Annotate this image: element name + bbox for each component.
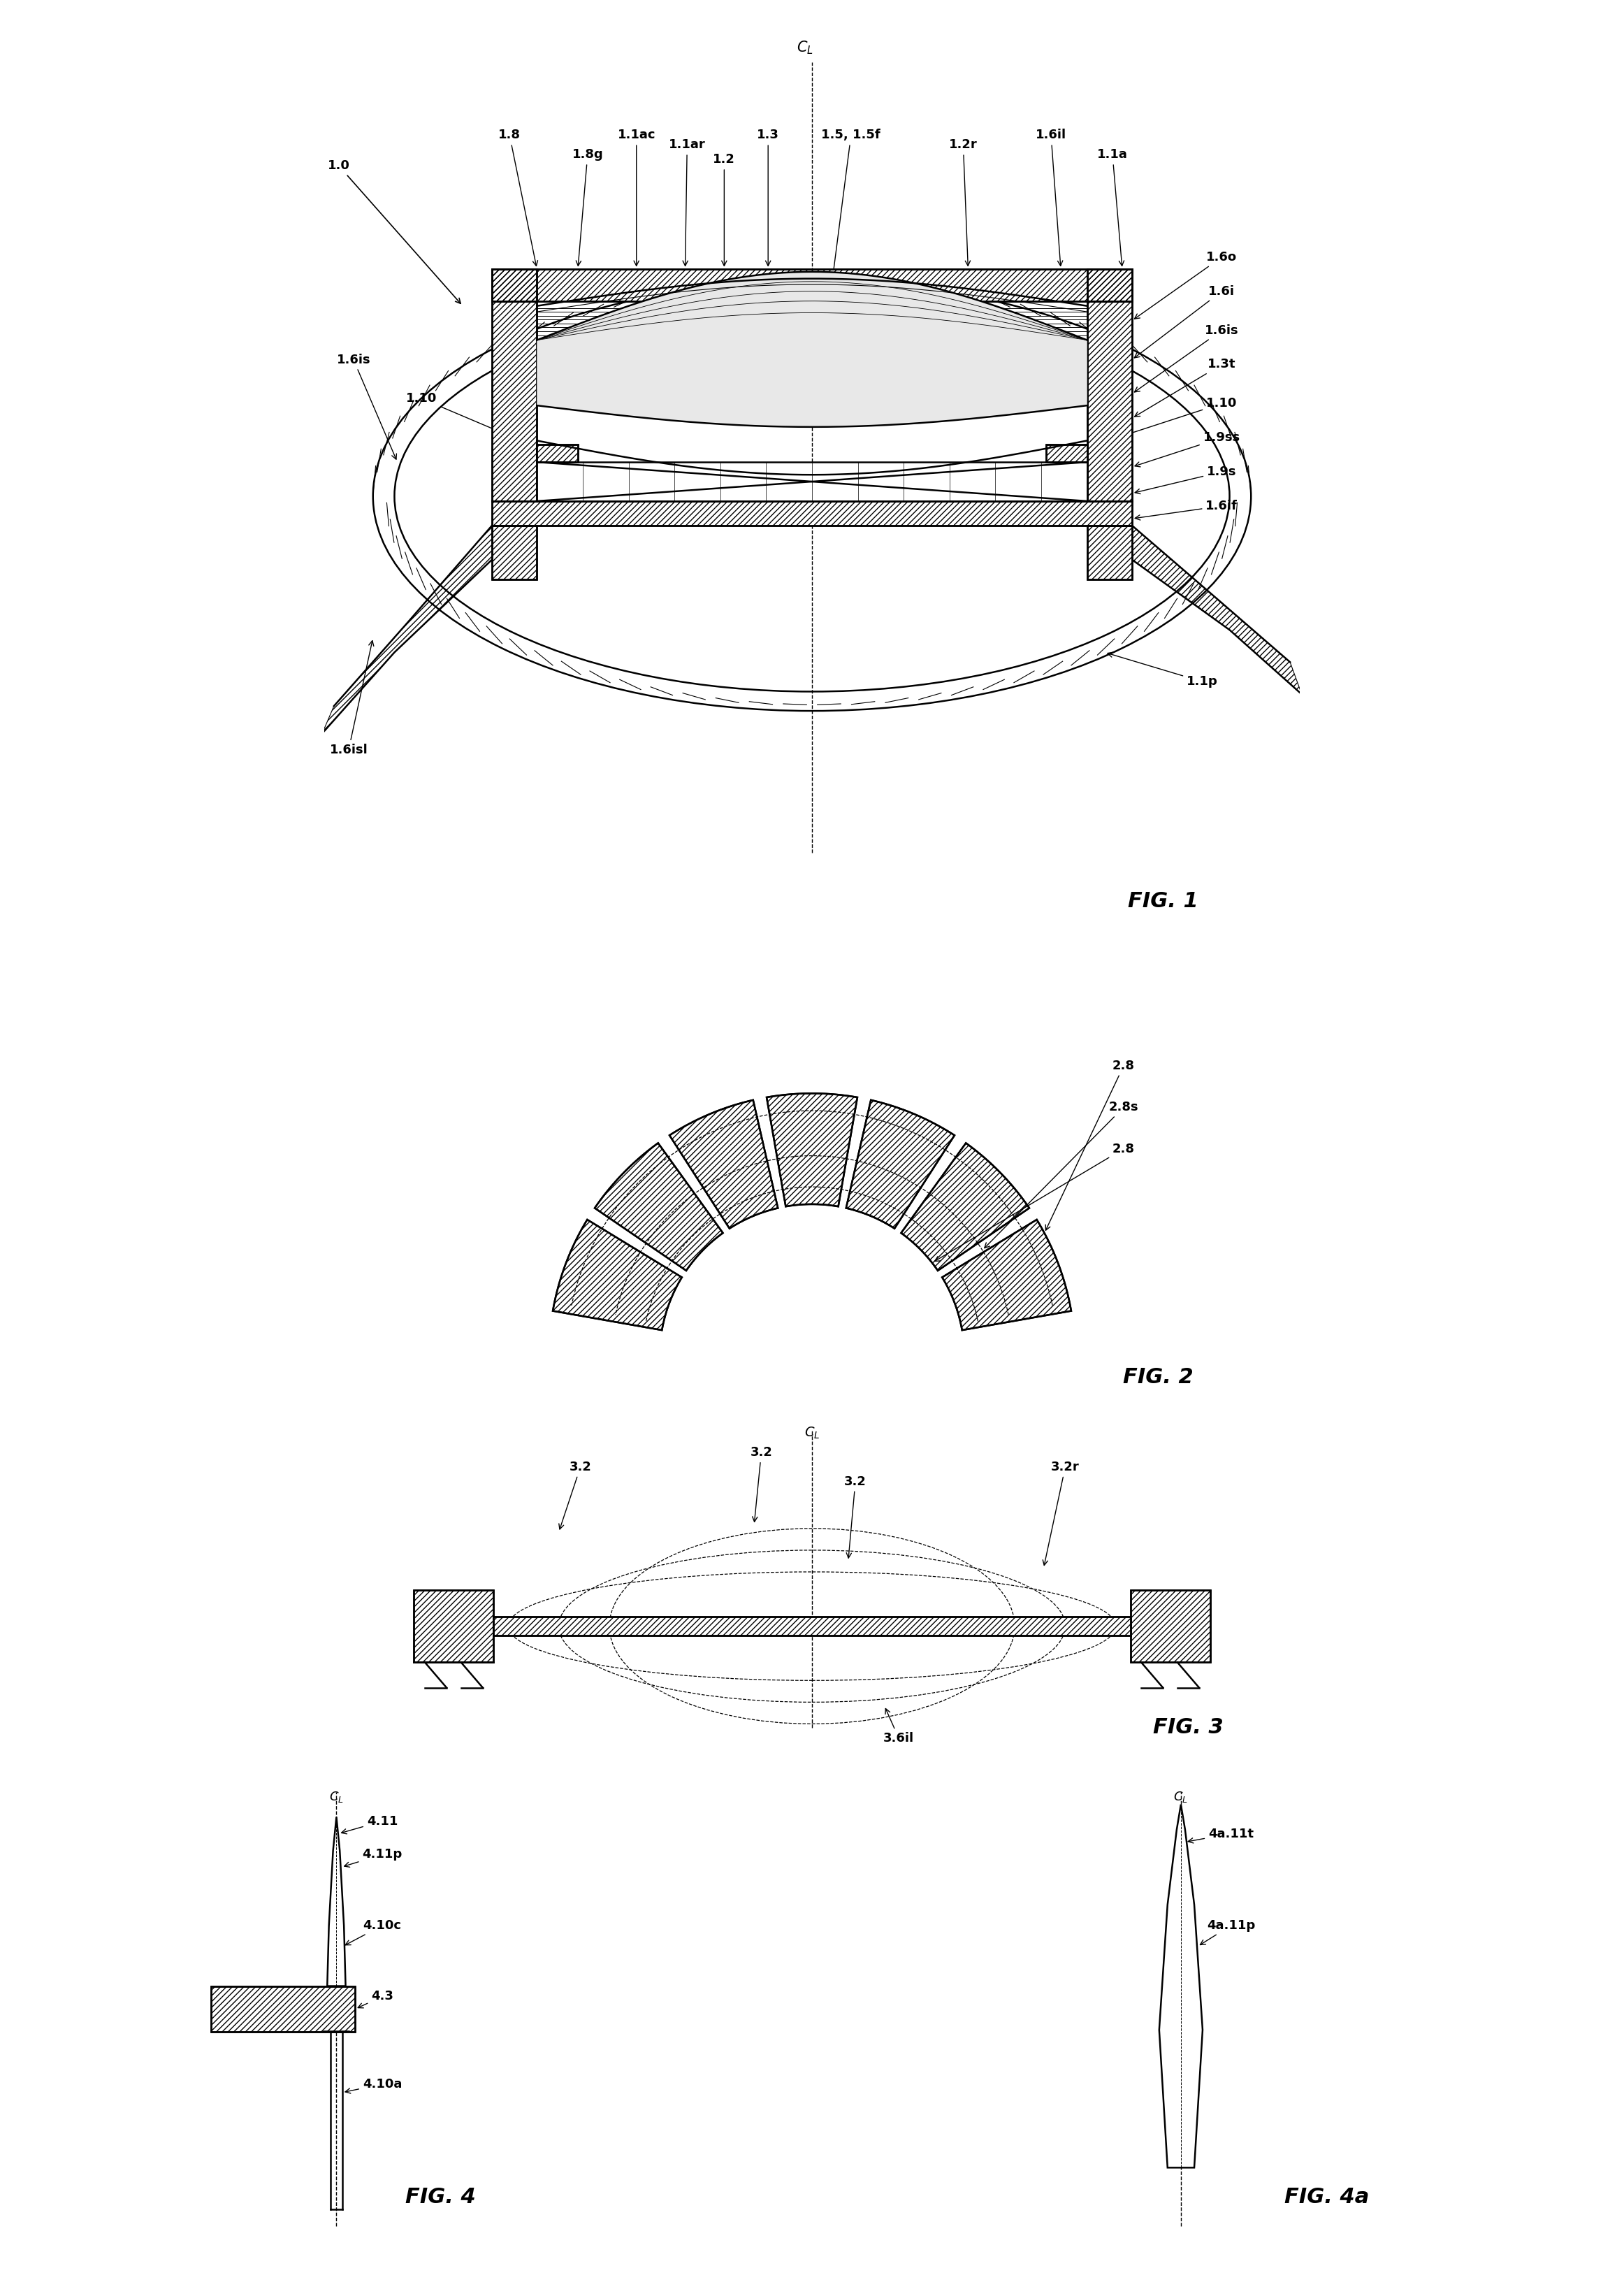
Text: 1.8: 1.8 [499, 129, 538, 266]
Text: FIG. 4a: FIG. 4a [1285, 2186, 1369, 2206]
Text: 4a.11p: 4a.11p [1200, 1919, 1255, 1945]
Text: 1.4: 1.4 [801, 358, 823, 370]
Polygon shape [414, 1589, 494, 1662]
Polygon shape [492, 526, 538, 579]
Polygon shape [538, 461, 1086, 501]
Text: 1.10: 1.10 [406, 393, 534, 448]
Text: 1.6isl: 1.6isl [330, 641, 374, 755]
Text: 1.10: 1.10 [1090, 397, 1237, 448]
Polygon shape [492, 269, 538, 301]
Text: 2.8: 2.8 [1046, 1058, 1135, 1231]
Text: 1.9s: 1.9s [1135, 466, 1236, 494]
Polygon shape [901, 1143, 1030, 1270]
Text: 1.2: 1.2 [713, 154, 736, 266]
Polygon shape [594, 1143, 723, 1270]
Polygon shape [538, 271, 1086, 427]
Text: 1.6il: 1.6il [1036, 129, 1067, 266]
Text: 1.1ar: 1.1ar [669, 138, 705, 266]
Text: 1.0: 1.0 [328, 158, 461, 303]
Text: 4.11: 4.11 [341, 1814, 398, 1835]
Text: FIG. 1: FIG. 1 [1129, 891, 1199, 912]
Text: 1.6i: 1.6i [1135, 285, 1234, 358]
Text: FIG. 3: FIG. 3 [1153, 1717, 1223, 1738]
Text: 1.3: 1.3 [757, 129, 780, 266]
Text: 1.6is: 1.6is [1135, 324, 1239, 393]
Polygon shape [552, 1219, 682, 1329]
Text: 1.6is: 1.6is [336, 354, 396, 459]
Text: 1.5, 1.5f: 1.5, 1.5f [822, 129, 880, 282]
Text: 1.1a: 1.1a [1098, 149, 1127, 266]
Text: 3.2: 3.2 [559, 1460, 591, 1529]
Text: $C_L$: $C_L$ [330, 1791, 344, 1805]
Text: 1.8g: 1.8g [572, 149, 603, 266]
Polygon shape [1086, 269, 1132, 301]
Text: $C_L$: $C_L$ [804, 1426, 820, 1440]
Text: 3.2: 3.2 [844, 1474, 867, 1559]
Polygon shape [211, 1986, 356, 2032]
Polygon shape [942, 1219, 1072, 1329]
Text: 1.6o: 1.6o [1135, 250, 1237, 319]
Text: $C_L$: $C_L$ [1174, 1791, 1189, 1805]
Text: 4a.11t: 4a.11t [1189, 1828, 1254, 1844]
Text: 2.8s: 2.8s [984, 1102, 1138, 1249]
Text: 4.10a: 4.10a [346, 2078, 403, 2094]
Text: 3.2: 3.2 [750, 1446, 773, 1522]
Text: 4.11p: 4.11p [344, 1848, 403, 1867]
Polygon shape [326, 1816, 346, 1986]
Text: 3.6i: 3.6i [1134, 1621, 1187, 1632]
Text: FIG. 4: FIG. 4 [406, 2186, 476, 2206]
Polygon shape [492, 269, 1132, 301]
Text: FIG. 2: FIG. 2 [1124, 1366, 1194, 1387]
Polygon shape [669, 1100, 778, 1228]
Text: 1.9ss: 1.9ss [1135, 432, 1241, 466]
Polygon shape [1160, 1805, 1203, 2167]
Polygon shape [492, 501, 1132, 526]
Polygon shape [1046, 445, 1086, 461]
Polygon shape [494, 1616, 1130, 1635]
Polygon shape [1086, 526, 1132, 579]
Text: 4.3: 4.3 [357, 1991, 393, 2009]
Polygon shape [1086, 301, 1132, 501]
Polygon shape [767, 1093, 857, 1205]
Text: 1.3t: 1.3t [1135, 358, 1236, 416]
Text: 1.1ac: 1.1ac [617, 129, 656, 266]
Polygon shape [492, 301, 538, 501]
Text: 3.6il: 3.6il [883, 1708, 914, 1745]
Polygon shape [538, 445, 578, 461]
Text: 1.6if: 1.6if [1135, 501, 1237, 519]
Text: 2.8: 2.8 [935, 1143, 1135, 1261]
Text: 1.2r: 1.2r [948, 138, 978, 266]
Polygon shape [1130, 1589, 1210, 1662]
Text: 1.1p: 1.1p [1108, 652, 1218, 689]
Polygon shape [846, 1100, 955, 1228]
Text: 4.10c: 4.10c [346, 1919, 401, 1945]
Text: 3.2r: 3.2r [1043, 1460, 1080, 1566]
Text: $C_L$: $C_L$ [797, 39, 814, 55]
